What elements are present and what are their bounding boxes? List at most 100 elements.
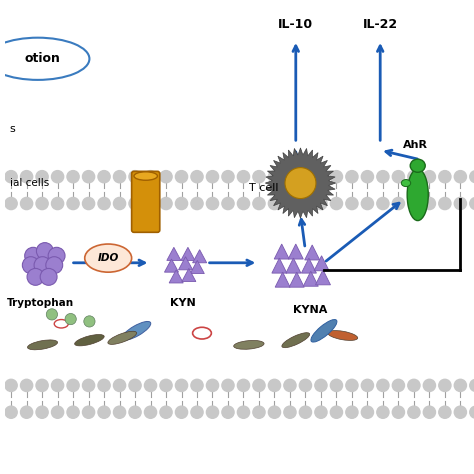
Circle shape [82,171,95,183]
Circle shape [52,171,64,183]
Circle shape [20,406,33,419]
Circle shape [315,197,327,210]
Circle shape [237,379,250,392]
Circle shape [408,406,420,419]
Circle shape [377,406,389,419]
Circle shape [408,171,420,183]
Circle shape [175,197,188,210]
Text: Tryptophan: Tryptophan [7,298,74,308]
Circle shape [129,379,141,392]
Text: KYN: KYN [170,298,196,308]
Polygon shape [316,270,330,285]
Circle shape [98,379,110,392]
Polygon shape [275,272,290,287]
Circle shape [253,406,265,419]
Circle shape [330,197,343,210]
Polygon shape [314,256,329,271]
Circle shape [392,406,404,419]
Circle shape [377,197,389,210]
Text: IDO: IDO [98,253,119,263]
Ellipse shape [27,340,57,350]
Circle shape [454,197,466,210]
Ellipse shape [122,321,151,340]
Circle shape [113,171,126,183]
Circle shape [175,171,188,183]
Circle shape [5,197,17,210]
Circle shape [361,197,374,210]
Circle shape [237,171,250,183]
Circle shape [36,197,48,210]
Circle shape [300,379,311,392]
Ellipse shape [75,335,104,346]
Circle shape [206,171,219,183]
Circle shape [175,379,188,392]
Ellipse shape [401,180,410,187]
Ellipse shape [410,159,425,172]
Polygon shape [272,258,287,273]
Circle shape [300,197,311,210]
Circle shape [113,406,126,419]
Circle shape [82,197,95,210]
Polygon shape [274,244,289,259]
Circle shape [470,379,474,392]
Circle shape [330,379,343,392]
Circle shape [361,406,374,419]
Polygon shape [286,258,301,273]
Circle shape [268,406,281,419]
Text: T cell: T cell [249,183,278,193]
Circle shape [145,379,156,392]
Ellipse shape [282,333,310,347]
Circle shape [392,379,404,392]
Polygon shape [167,247,181,260]
Circle shape [284,171,296,183]
Circle shape [113,379,126,392]
Circle shape [5,406,17,419]
Polygon shape [192,250,207,263]
Circle shape [82,406,95,419]
Circle shape [20,197,33,210]
Circle shape [98,197,110,210]
Circle shape [36,406,48,419]
Circle shape [284,406,296,419]
Circle shape [284,379,296,392]
Circle shape [284,197,296,210]
Circle shape [253,379,265,392]
Circle shape [392,171,404,183]
Ellipse shape [328,330,358,340]
Circle shape [346,379,358,392]
Text: s: s [9,124,16,134]
Polygon shape [179,257,192,270]
Circle shape [145,171,156,183]
Circle shape [253,171,265,183]
Circle shape [206,406,219,419]
Polygon shape [181,247,195,260]
Circle shape [52,379,64,392]
Circle shape [82,379,95,392]
Text: KYNA: KYNA [292,305,327,315]
Ellipse shape [85,244,132,272]
Circle shape [36,379,48,392]
Text: IL-10: IL-10 [278,18,313,31]
Circle shape [300,171,311,183]
Circle shape [470,171,474,183]
Circle shape [206,197,219,210]
Circle shape [470,406,474,419]
Circle shape [67,197,79,210]
Ellipse shape [108,331,137,345]
Circle shape [175,406,188,419]
Circle shape [454,406,466,419]
Circle shape [439,171,451,183]
Circle shape [98,406,110,419]
Circle shape [361,379,374,392]
Circle shape [253,197,265,210]
Circle shape [423,379,436,392]
Circle shape [330,406,343,419]
Ellipse shape [134,172,157,180]
Circle shape [67,379,79,392]
Circle shape [439,379,451,392]
Text: ial cells: ial cells [9,178,49,188]
Circle shape [22,257,39,273]
Text: AhR: AhR [403,140,428,150]
Circle shape [377,171,389,183]
FancyBboxPatch shape [132,171,160,232]
